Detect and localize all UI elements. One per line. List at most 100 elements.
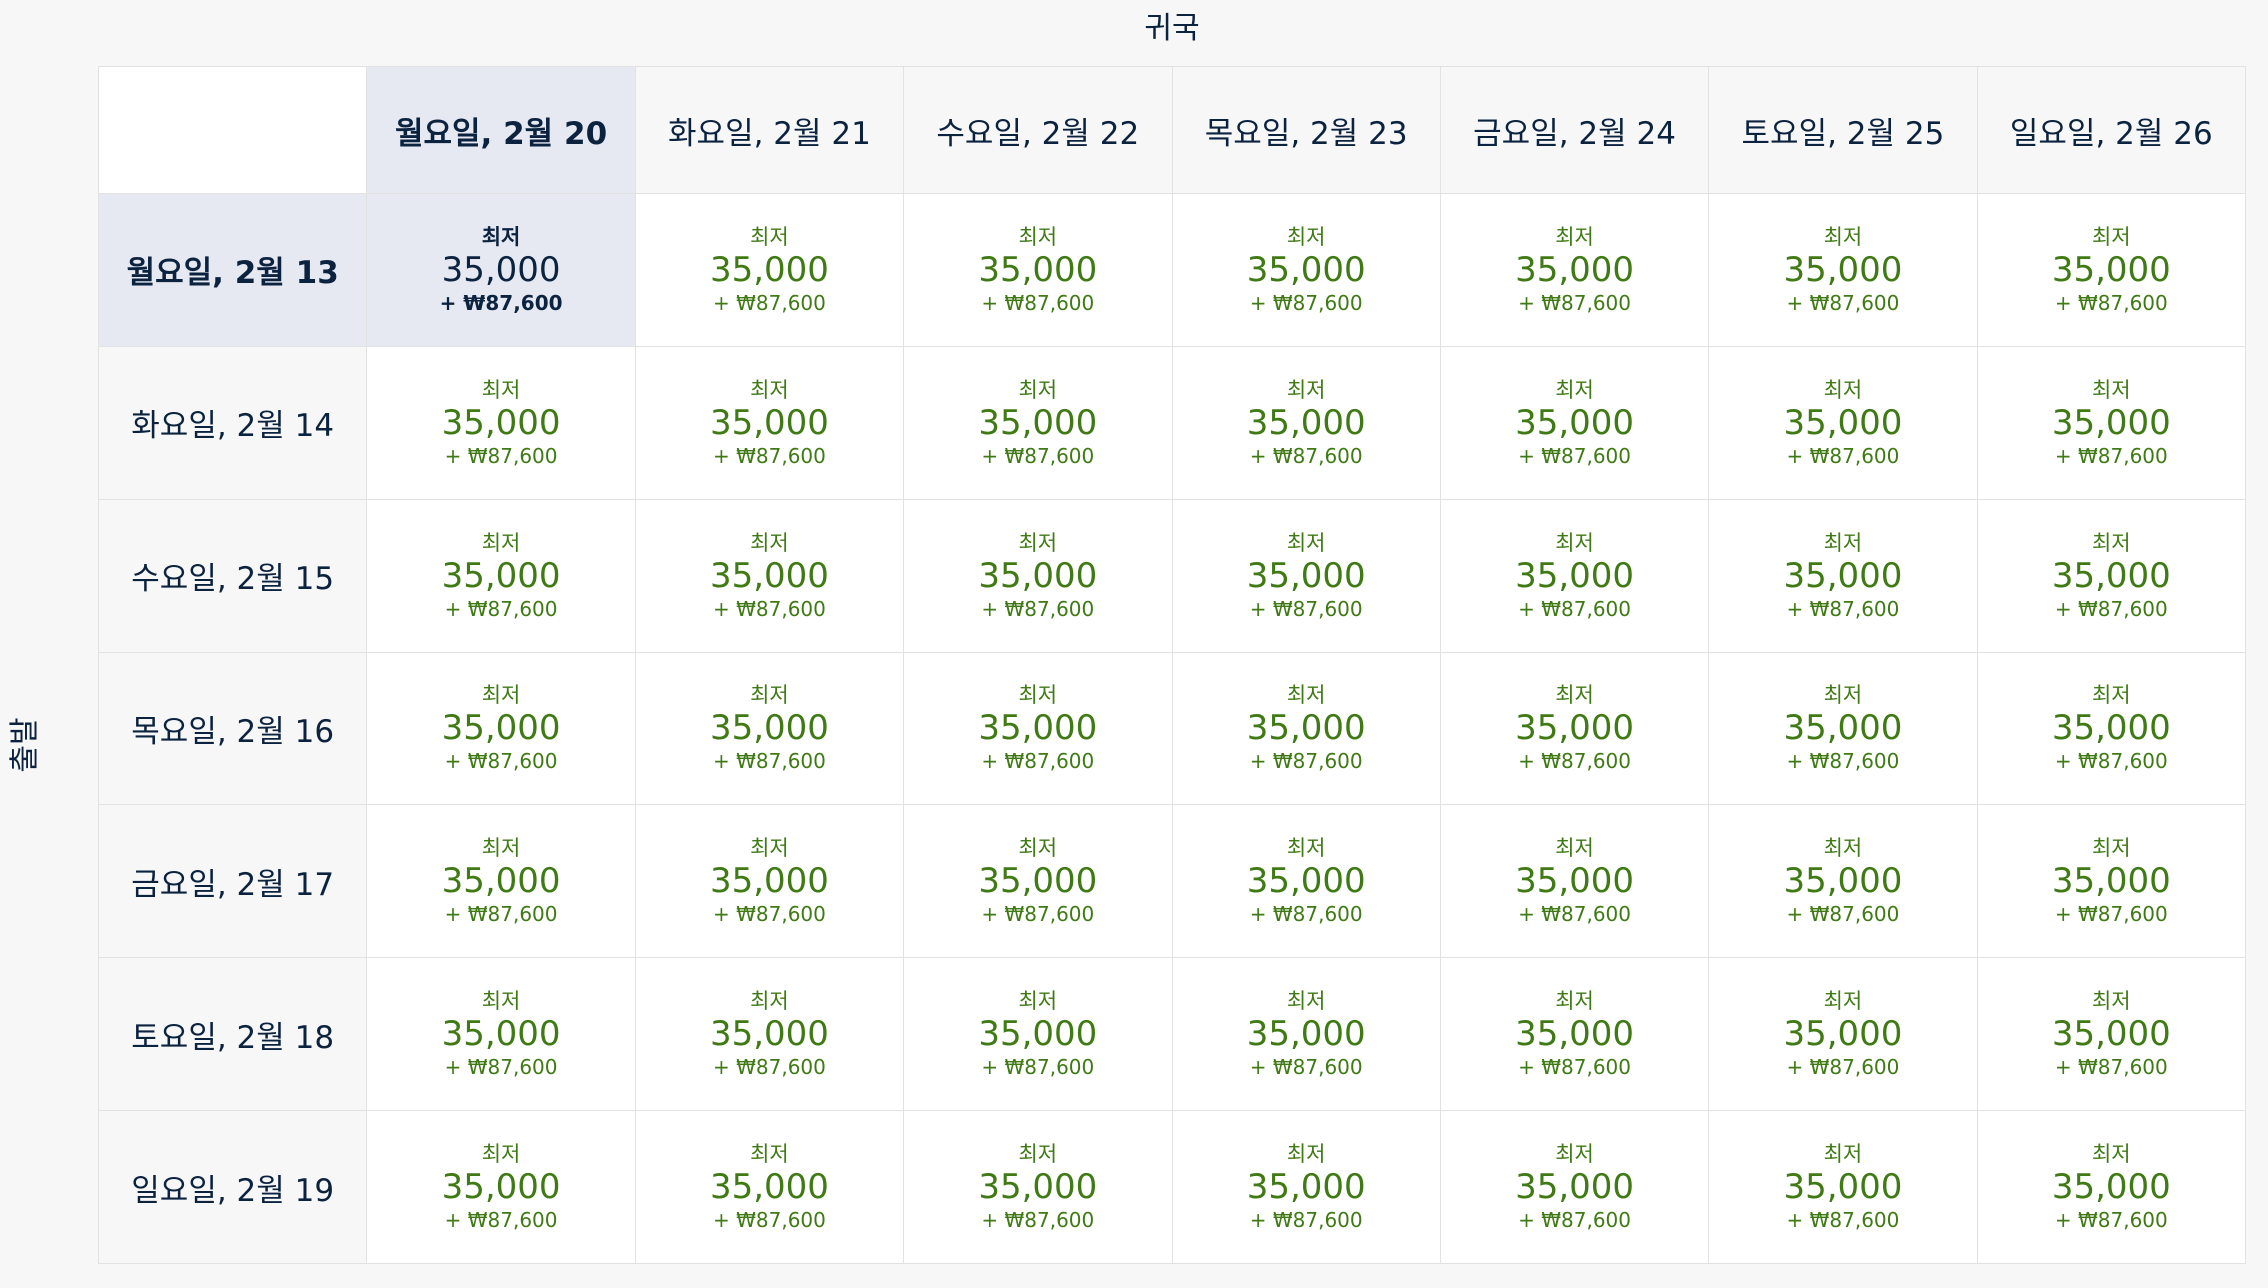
fare-cell[interactable]: 최저 35,000 + ₩87,600 xyxy=(1709,1111,1978,1264)
return-date-header: 목요일, 2월 23 xyxy=(1172,67,1441,194)
fare-cell[interactable]: 최저 35,000 + ₩87,600 xyxy=(1977,805,2246,959)
fare-fee: + ₩87,600 xyxy=(1518,596,1631,621)
fare-tag: 최저 xyxy=(481,530,521,555)
fare-cell[interactable]: 최저 35,000 + ₩87,600 xyxy=(904,652,1173,806)
fare-cell[interactable]: 최저 35,000 + ₩87,600 xyxy=(367,958,636,1112)
fare-cell[interactable]: 최저 35,000 + ₩87,600 xyxy=(904,346,1173,500)
fare-cell[interactable]: 최저 35,000 + ₩87,600 xyxy=(367,805,636,959)
fare-miles: 35,000 xyxy=(709,1167,829,1208)
fare-cell[interactable]: 최저 35,000 + ₩87,600 xyxy=(1977,1111,2246,1264)
fare-fee: + ₩87,600 xyxy=(1518,1208,1631,1233)
fare-miles: 35,000 xyxy=(978,861,1098,902)
fare-cell[interactable]: 최저 35,000 + ₩87,600 xyxy=(367,346,636,500)
fare-tag: 최저 xyxy=(1823,224,1863,249)
fare-cell[interactable]: 최저 35,000 + ₩87,600 xyxy=(1440,652,1710,806)
fare-fee: + ₩87,600 xyxy=(2054,596,2168,621)
fare-cell[interactable]: 최저 35,000 + ₩87,600 xyxy=(367,194,636,347)
fare-cell[interactable]: 최저 35,000 + ₩87,600 xyxy=(635,805,905,959)
fare-cell[interactable]: 최저 35,000 + ₩87,600 xyxy=(904,958,1173,1112)
fare-cell[interactable]: 최저 35,000 + ₩87,600 xyxy=(1977,652,2246,806)
fare-cell[interactable]: 최저 35,000 + ₩87,600 xyxy=(1440,805,1710,959)
fare-tag: 최저 xyxy=(1823,377,1863,402)
fare-cell[interactable]: 최저 35,000 + ₩87,600 xyxy=(904,1111,1173,1264)
fare-cell[interactable]: 최저 35,000 + ₩87,600 xyxy=(1440,499,1710,653)
return-date-header: 일요일, 2월 26 xyxy=(1977,67,2246,194)
fare-cell[interactable]: 최저 35,000 + ₩87,600 xyxy=(635,652,905,806)
fare-cell[interactable]: 최저 35,000 + ₩87,600 xyxy=(1709,346,1978,500)
fare-grid: 월요일, 2월 20 화요일, 2월 21 수요일, 2월 22 목요일, 2월 23… xyxy=(98,66,2246,1264)
fare-fee: + ₩87,600 xyxy=(2054,749,2168,774)
fare-cell[interactable]: 최저 35,000 + ₩87,600 xyxy=(904,499,1173,653)
fare-miles: 35,000 xyxy=(709,861,829,902)
fare-fee: + ₩87,600 xyxy=(713,1055,826,1080)
fare-miles: 35,000 xyxy=(1783,402,1903,443)
fare-cell[interactable]: 최저 35,000 + ₩87,600 xyxy=(1709,194,1978,347)
fare-cell[interactable]: 최저 35,000 + ₩87,600 xyxy=(635,499,905,653)
fare-cell[interactable]: 최저 35,000 + ₩87,600 xyxy=(1172,958,1441,1112)
fare-cell[interactable]: 최저 35,000 + ₩87,600 xyxy=(1440,958,1710,1112)
fare-fee: + ₩87,600 xyxy=(1249,902,1363,927)
fare-cell[interactable]: 최저 35,000 + ₩87,600 xyxy=(635,958,905,1112)
fare-fee: + ₩87,600 xyxy=(1786,1055,1900,1080)
depart-date-header: 일요일, 2월 19 xyxy=(99,1111,368,1264)
fare-cell[interactable]: 최저 35,000 + ₩87,600 xyxy=(1977,346,2246,500)
fare-miles: 35,000 xyxy=(709,402,829,443)
fare-cell[interactable]: 최저 35,000 + ₩87,600 xyxy=(1172,499,1441,653)
fare-cell[interactable]: 최저 35,000 + ₩87,600 xyxy=(1172,346,1441,500)
fare-fee: + ₩87,600 xyxy=(713,902,826,927)
fare-tag: 최저 xyxy=(2091,530,2131,555)
fare-cell[interactable]: 최저 35,000 + ₩87,600 xyxy=(1172,1111,1441,1264)
fare-cell[interactable]: 최저 35,000 + ₩87,600 xyxy=(1709,499,1978,653)
fare-tag: 최저 xyxy=(1018,836,1058,861)
fare-cell[interactable]: 최저 35,000 + ₩87,600 xyxy=(367,499,636,653)
fare-miles: 35,000 xyxy=(709,1014,829,1055)
fare-cell[interactable]: 최저 35,000 + ₩87,600 xyxy=(367,652,636,806)
fare-miles: 35,000 xyxy=(441,1014,561,1055)
fare-cell[interactable]: 최저 35,000 + ₩87,600 xyxy=(904,805,1173,959)
fare-cell[interactable]: 최저 35,000 + ₩87,600 xyxy=(1709,652,1978,806)
fare-fee: + ₩87,600 xyxy=(2054,1055,2168,1080)
fare-miles: 35,000 xyxy=(1515,249,1635,290)
fare-fee: + ₩87,600 xyxy=(981,1055,1095,1080)
fare-cell[interactable]: 최저 35,000 + ₩87,600 xyxy=(1172,194,1441,347)
fare-miles: 35,000 xyxy=(1246,402,1366,443)
grid-corner xyxy=(99,67,368,194)
fare-cell[interactable]: 최저 35,000 + ₩87,600 xyxy=(1977,194,2246,347)
fare-cell[interactable]: 최저 35,000 + ₩87,600 xyxy=(1440,1111,1710,1264)
fare-tag: 최저 xyxy=(481,1142,521,1167)
fare-cell[interactable]: 최저 35,000 + ₩87,600 xyxy=(635,194,905,347)
fare-fee: + ₩87,600 xyxy=(981,596,1095,621)
fare-cell[interactable]: 최저 35,000 + ₩87,600 xyxy=(635,1111,905,1264)
fare-cell[interactable]: 최저 35,000 + ₩87,600 xyxy=(1440,346,1710,500)
fare-tag: 최저 xyxy=(1286,1142,1326,1167)
fare-cell[interactable]: 최저 35,000 + ₩87,600 xyxy=(635,346,905,500)
fare-cell[interactable]: 최저 35,000 + ₩87,600 xyxy=(1977,958,2246,1112)
fare-miles: 35,000 xyxy=(1783,249,1903,290)
fare-cell[interactable]: 최저 35,000 + ₩87,600 xyxy=(367,1111,636,1264)
fare-tag: 최저 xyxy=(1018,989,1058,1014)
fare-cell[interactable]: 최저 35,000 + ₩87,600 xyxy=(1440,194,1710,347)
fare-fee: + ₩87,600 xyxy=(981,1208,1095,1233)
fare-fee: + ₩87,600 xyxy=(2054,902,2168,927)
fare-cell[interactable]: 최저 35,000 + ₩87,600 xyxy=(1172,652,1441,806)
fare-miles: 35,000 xyxy=(978,555,1098,596)
fare-fee: + ₩87,600 xyxy=(444,902,558,927)
fare-miles: 35,000 xyxy=(709,249,829,290)
fare-cell[interactable]: 최저 35,000 + ₩87,600 xyxy=(1977,499,2246,653)
fare-tag: 최저 xyxy=(481,377,521,402)
fare-miles: 35,000 xyxy=(709,708,829,749)
fare-cell[interactable]: 최저 35,000 + ₩87,600 xyxy=(1172,805,1441,959)
fare-tag: 최저 xyxy=(481,224,521,249)
fare-cell[interactable]: 최저 35,000 + ₩87,600 xyxy=(1709,958,1978,1112)
fare-cell[interactable]: 최저 35,000 + ₩87,600 xyxy=(904,194,1173,347)
fare-tag: 최저 xyxy=(2091,836,2131,861)
fare-miles: 35,000 xyxy=(441,249,561,290)
fare-fee: + ₩87,600 xyxy=(1249,1208,1363,1233)
fare-tag: 최저 xyxy=(1018,683,1058,708)
fare-tag: 최저 xyxy=(1286,530,1326,555)
fare-tag: 최저 xyxy=(750,530,789,555)
fare-fee: + ₩87,600 xyxy=(713,1208,826,1233)
fare-miles: 35,000 xyxy=(2051,402,2171,443)
fare-miles: 35,000 xyxy=(1783,861,1903,902)
fare-cell[interactable]: 최저 35,000 + ₩87,600 xyxy=(1709,805,1978,959)
